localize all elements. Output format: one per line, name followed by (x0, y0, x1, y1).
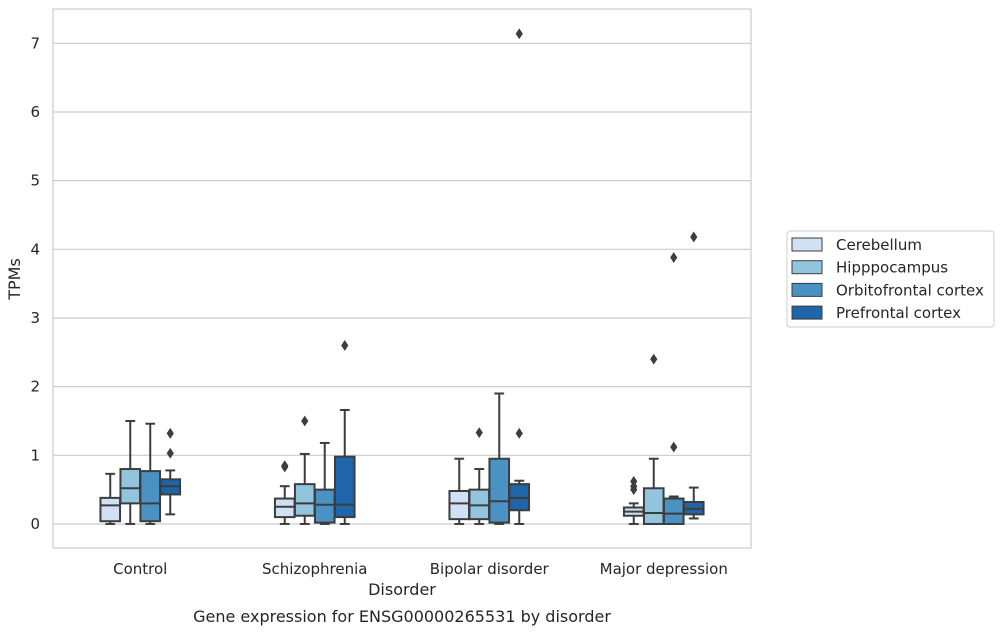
box-control-cerebellum (99, 472, 122, 525)
box-plots (99, 28, 705, 525)
y-tick-label-1: 1 (30, 446, 40, 464)
box-iqr (139, 470, 162, 523)
box-schizophrenia-cerebellum (273, 460, 296, 525)
box-iqr (99, 496, 122, 523)
outlier-point (281, 461, 289, 473)
figure-caption: Gene expression for ENSG00000265531 by d… (193, 607, 611, 626)
outlier-point (630, 475, 638, 487)
y-axis-label: TPMs (5, 258, 24, 301)
legend-frame (786, 230, 995, 328)
box-iqr (662, 497, 685, 525)
y-tick-label-6: 6 (30, 103, 40, 121)
legend-swatch-cerebellum (791, 237, 823, 252)
y-tick-label-0: 0 (30, 515, 40, 533)
legend-label-cerebellum: Cerebellum (836, 236, 922, 254)
box-iqr (468, 488, 491, 521)
box-iqr (333, 455, 356, 519)
outlier-point (670, 252, 678, 263)
y-tick-label-4: 4 (30, 240, 40, 258)
legend-label-prefrontal-cortex: Prefrontal cortex (836, 304, 961, 322)
box-iqr (293, 483, 316, 517)
y-tick-label-2: 2 (30, 378, 40, 396)
outlier-point (690, 231, 698, 243)
outlier-point (301, 415, 309, 427)
box-control-orbitofrontal-cortex (139, 422, 162, 525)
legend-swatch-prefrontal-cortex (791, 305, 823, 320)
x-tick-label-control: Control (113, 560, 167, 578)
x-tick-labels: Control Schizophrenia Bipolar disorder Majo… (113, 560, 728, 578)
outlier-point (341, 340, 349, 351)
outlier-point (650, 353, 658, 365)
box-schizophrenia-prefrontal-cortex (333, 340, 356, 525)
box-iqr (273, 497, 296, 519)
box-control-prefrontal-cortex (159, 427, 182, 516)
box-iqr (488, 457, 511, 524)
legend-label-orbitofrontal-cortex: Orbitofrontal cortex (836, 281, 984, 299)
box-iqr (313, 488, 336, 524)
box-major-depression-prefrontal-cortex (682, 231, 705, 520)
box-control-hipppocampus (119, 419, 142, 525)
box-bipolar-disorder-orbitofrontal-cortex (488, 392, 511, 525)
y-tick-label-5: 5 (30, 172, 40, 190)
box-bipolar-disorder-prefrontal-cortex (508, 28, 531, 525)
box-iqr (642, 487, 665, 525)
outlier-point (515, 28, 523, 40)
plot-area (52, 8, 752, 549)
outlier-point (166, 427, 174, 439)
box-iqr (448, 490, 471, 521)
legend-swatch-hipppocampus (791, 260, 823, 275)
x-axis-label: Disorder (368, 580, 436, 599)
box-iqr (119, 468, 142, 505)
y-tick-label-3: 3 (30, 309, 40, 327)
x-tick-label-major-depression: Major depression (600, 560, 728, 578)
outlier-point (670, 441, 678, 453)
outlier-point (166, 447, 174, 459)
legend-swatch-orbitofrontal-cortex (791, 282, 823, 297)
y-tick-label-7: 7 (30, 34, 40, 52)
x-tick-label-schizophrenia: Schizophrenia (262, 560, 367, 578)
outlier-point (475, 427, 483, 439)
y-tick-labels: 0 1 2 3 4 5 6 7 (30, 34, 40, 533)
legend: Cerebellum Hipppocampus Orbitofrontal cort… (786, 230, 995, 328)
legend-label-hipppocampus: Hipppocampus (836, 259, 948, 277)
x-tick-label-bipolar-disorder: Bipolar disorder (430, 560, 550, 578)
outlier-point (515, 427, 523, 439)
box-bipolar-disorder-hipppocampus (468, 427, 491, 525)
